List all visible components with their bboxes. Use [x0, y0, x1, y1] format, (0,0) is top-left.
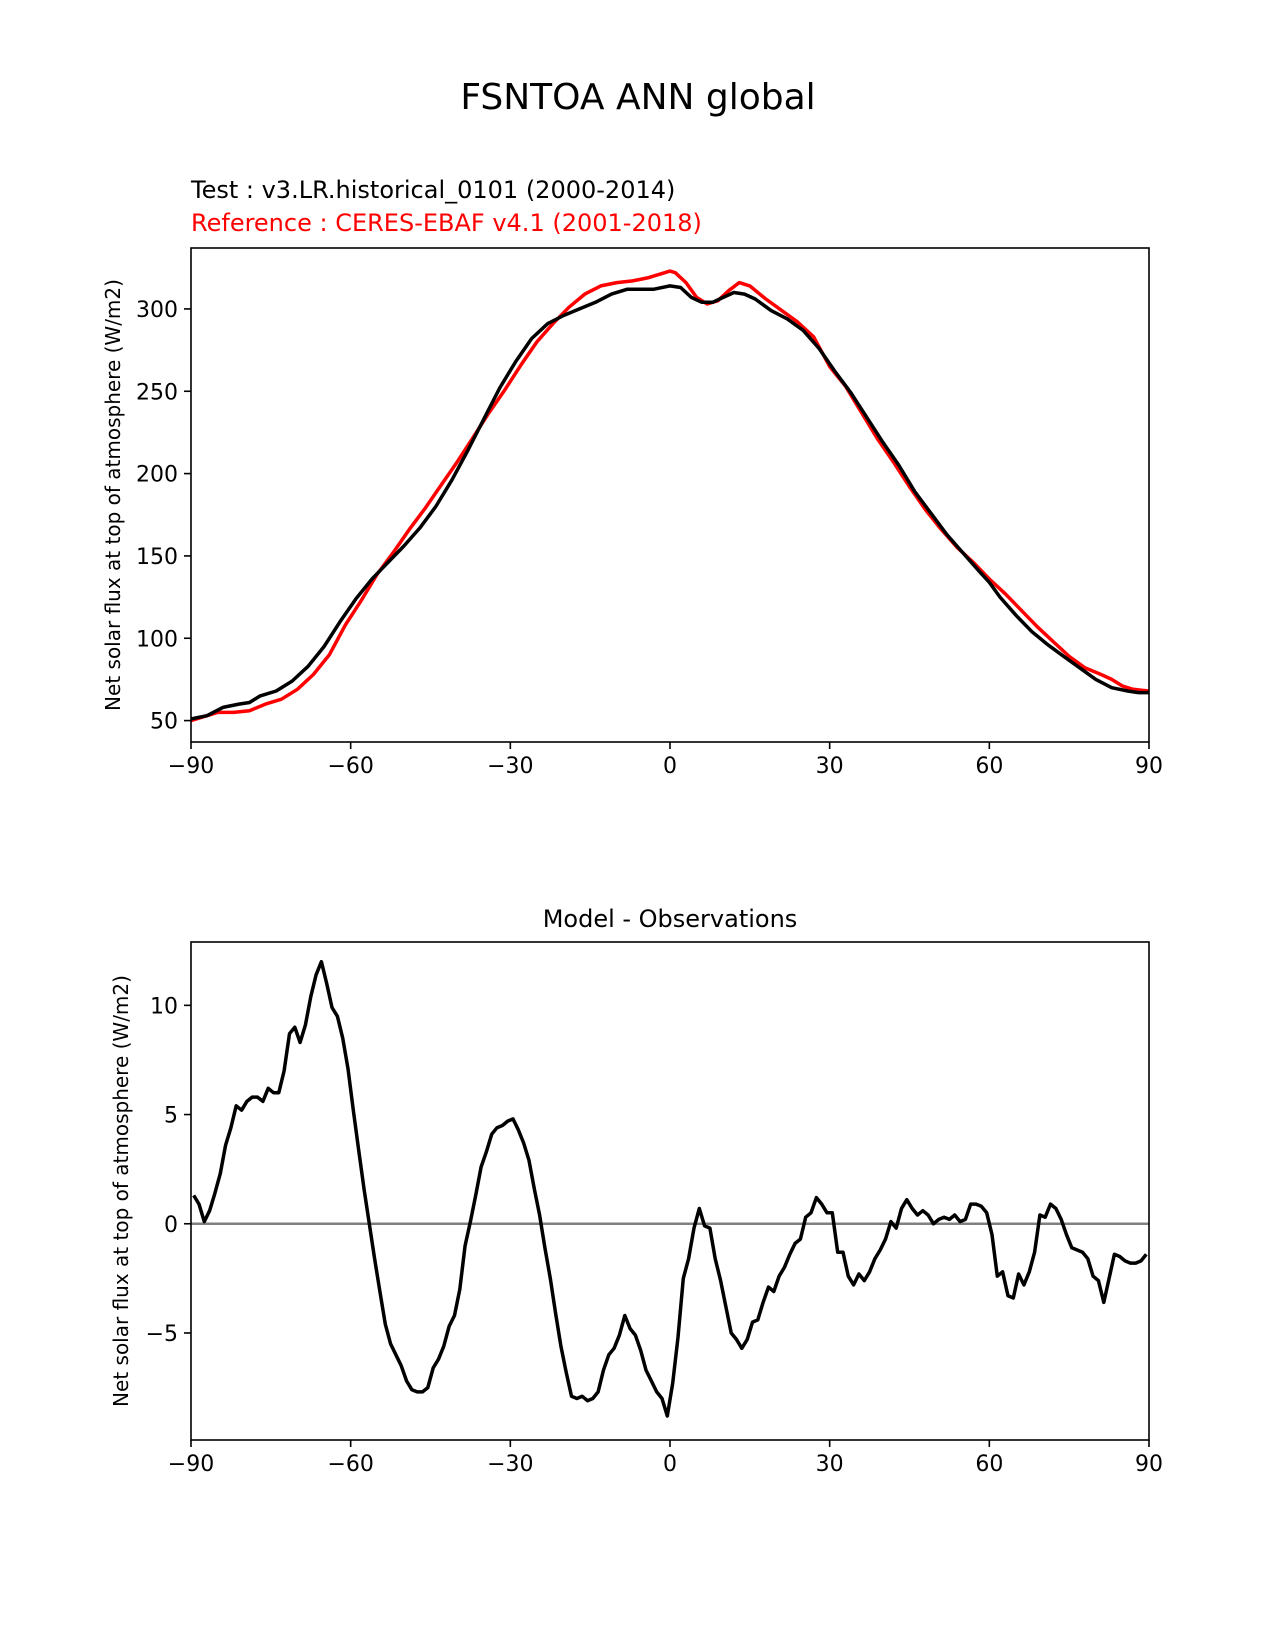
x-tick-label: 60: [975, 754, 1003, 779]
x-tick-label: −60: [327, 1452, 373, 1477]
x-tick-label: 30: [816, 1452, 844, 1477]
x-tick-label: 30: [816, 754, 844, 779]
y-tick-label: 250: [136, 380, 178, 405]
bottom-panel-plot-area: −90 −60 −30 0 30 60 90 −5 0 5 10 Net solar flux at …: [109, 941, 1163, 1477]
x-tick-label: 0: [663, 1452, 677, 1477]
y-tick-label: 0: [164, 1213, 178, 1238]
x-tick-label: −90: [168, 754, 214, 779]
test-series-line: [191, 284, 1149, 721]
y-axis-label: Net solar flux at top of atmosphere (W/m…: [109, 975, 133, 1407]
axes-frame: [190, 941, 1150, 1441]
x-tick-label: −60: [327, 754, 373, 779]
axes-frame: [190, 247, 1150, 743]
y-tick-label: 300: [136, 298, 178, 323]
y-tick-label: 5: [164, 1104, 178, 1129]
y-tick-label: 100: [136, 627, 178, 652]
reference-label: Reference : CERES-EBAF v4.1 (2001-2018): [191, 209, 702, 237]
top-panel-plot-area: −90 −60 −30 0 30 60 90 50 100 150 200 250 300 Net sol…: [101, 247, 1163, 779]
difference-series-line: [192, 959, 1148, 1418]
y-tick-label: 50: [150, 710, 178, 735]
reference-series-line: [191, 269, 1149, 723]
x-tick-label: −30: [487, 754, 533, 779]
x-tick-label: −30: [487, 1452, 533, 1477]
x-tick-label: 60: [975, 1452, 1003, 1477]
y-tick-label: 150: [136, 545, 178, 570]
y-tick-label: 10: [150, 994, 178, 1019]
x-tick-label: 0: [663, 754, 677, 779]
y-tick-label: −5: [146, 1322, 178, 1347]
y-axis-label: Net solar flux at top of atmosphere (W/m…: [101, 279, 125, 711]
x-tick-label: 90: [1135, 1452, 1163, 1477]
x-tick-label: −90: [168, 1452, 214, 1477]
test-label: Test : v3.LR.historical_0101 (2000-2014): [190, 176, 675, 204]
figure-title: FSNTOA ANN global: [460, 77, 815, 118]
x-tick-label: 90: [1135, 754, 1163, 779]
diff-plot-title: Model - Observations: [543, 905, 798, 933]
y-tick-label: 200: [136, 463, 178, 488]
